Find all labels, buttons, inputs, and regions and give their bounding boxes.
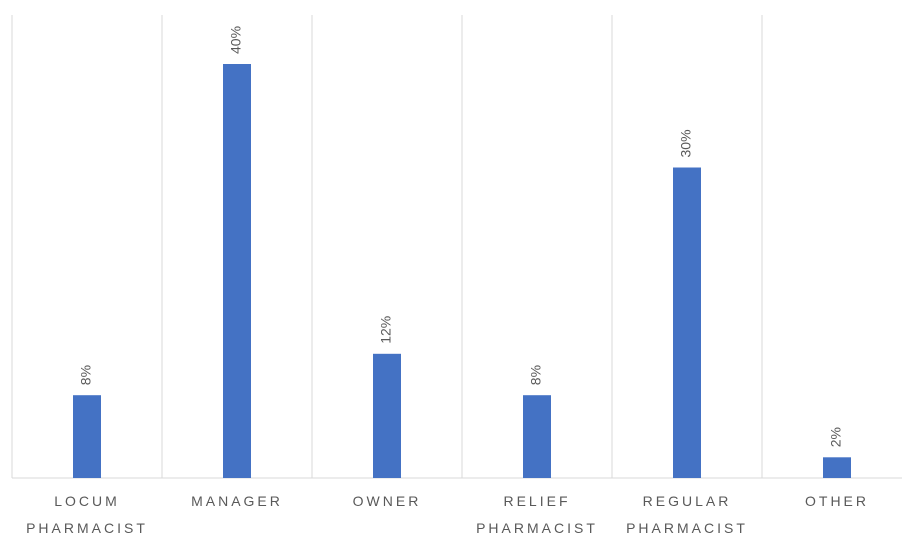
- bar: [223, 64, 251, 478]
- x-tick-label: OTHER: [805, 493, 869, 509]
- data-label: 8%: [528, 365, 544, 385]
- data-label: 40%: [228, 26, 244, 54]
- x-tick-label: LOCUM PHARMACIST: [26, 493, 148, 536]
- data-label: 12%: [378, 316, 394, 344]
- bar: [673, 167, 701, 478]
- bar: [373, 353, 401, 478]
- data-label: 30%: [678, 129, 694, 157]
- x-tick-label: REGULAR PHARMACIST: [626, 493, 748, 536]
- bar: [73, 395, 101, 478]
- x-tick-label: OWNER: [353, 493, 422, 509]
- x-tick-label: MANAGER: [191, 493, 283, 509]
- data-label: 8%: [78, 365, 94, 385]
- bar: [823, 457, 851, 478]
- x-tick-label: RELIEF PHARMACIST: [476, 493, 598, 536]
- data-label: 2%: [828, 427, 844, 447]
- bar: [523, 395, 551, 478]
